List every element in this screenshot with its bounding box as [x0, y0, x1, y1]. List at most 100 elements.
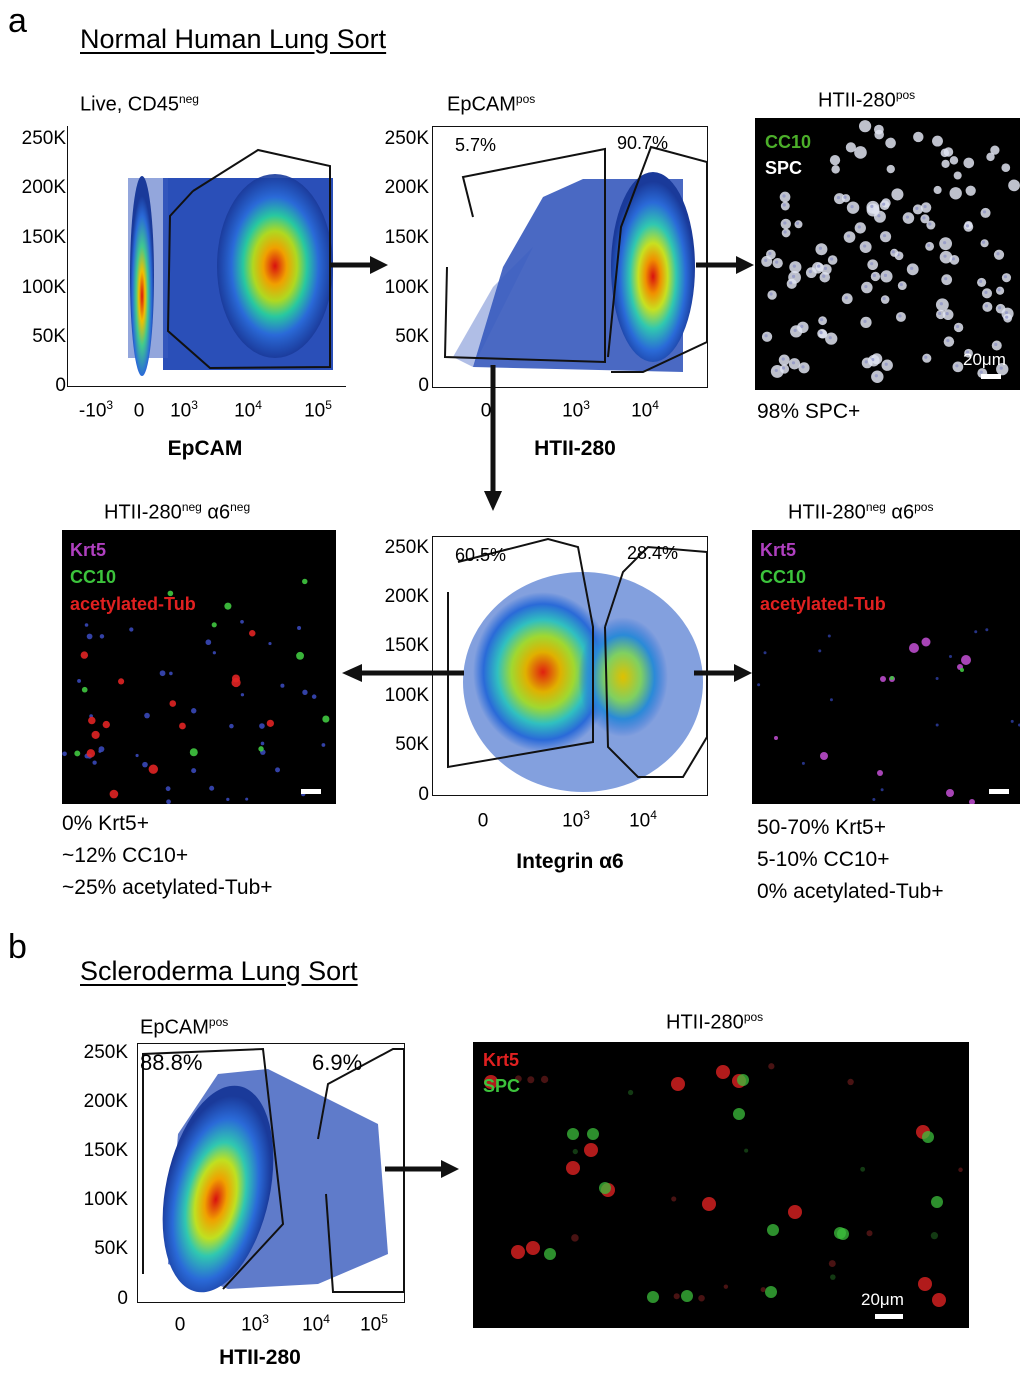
arrow-right-icon: [385, 1160, 459, 1178]
cell: [62, 751, 67, 757]
cell: [829, 154, 841, 166]
cell: [927, 243, 931, 247]
ytick: 0: [418, 375, 429, 396]
ytick: 250K: [21, 128, 66, 149]
cell: [765, 1286, 777, 1298]
gate-left-percent: 60.5%: [455, 545, 507, 565]
cell: [928, 222, 932, 226]
cell: [935, 676, 939, 680]
cell: [982, 210, 987, 214]
cell: [737, 1074, 749, 1086]
cell: [774, 368, 778, 373]
cell: [969, 799, 975, 804]
cell: [769, 292, 773, 296]
arrow-right-icon: [330, 256, 388, 274]
cell: [818, 246, 823, 250]
gate-right-percent: 6.9%: [312, 1050, 363, 1075]
channel-label-krt5: Krt5: [70, 540, 107, 560]
flow-plot-scleroderma-svg: [142, 1047, 404, 1293]
micrograph-scleroderma: Krt5 SPC 20μm: [473, 1042, 969, 1328]
flow-plot-scleroderma: 88.8% 6.9%: [137, 1043, 405, 1303]
cell: [716, 1065, 730, 1079]
cell: [681, 1290, 693, 1302]
cell: [996, 252, 1000, 256]
cell: [864, 284, 868, 289]
cell: [922, 216, 926, 220]
cell: [864, 360, 868, 364]
cell: [949, 655, 953, 659]
cell: [572, 1148, 578, 1155]
cell: [311, 694, 317, 699]
cell: [955, 324, 960, 329]
xtick: 103: [241, 1312, 269, 1336]
cell: [829, 698, 833, 702]
ytick: 250K: [384, 128, 429, 149]
cell: [302, 689, 308, 695]
cell: [822, 274, 826, 278]
scale-bar: [981, 374, 1001, 379]
cell: [526, 1241, 540, 1255]
cell: [932, 135, 943, 147]
channel-label-acetylated-tub: acetylated-Tub: [70, 594, 196, 614]
plot2-xlabel: HTII-280: [534, 437, 616, 460]
cell: [673, 1293, 680, 1300]
cell: [979, 370, 983, 374]
cell: [249, 629, 256, 637]
cell: [930, 1232, 939, 1240]
cell: [943, 254, 947, 258]
cell: [808, 270, 812, 274]
ytick: 200K: [21, 177, 66, 198]
cell: [671, 1196, 677, 1202]
cell: [931, 1196, 943, 1208]
cell: [845, 142, 856, 153]
cell: [245, 797, 249, 801]
cell: [939, 302, 943, 306]
cell: [830, 1274, 836, 1280]
cell: [965, 224, 970, 228]
cell: [793, 328, 797, 333]
cell: [870, 204, 874, 208]
cell: [584, 1143, 598, 1157]
xtick: 0: [480, 400, 492, 422]
cell: [997, 288, 1001, 292]
ytick: 150K: [384, 227, 429, 248]
ytick: 250K: [384, 537, 429, 558]
cell: [260, 741, 265, 746]
cells-svg: [757, 628, 1020, 804]
ytick: 50K: [94, 1238, 128, 1259]
cell: [791, 274, 796, 279]
ytick: 100K: [384, 685, 429, 706]
stat-line: 50-70% Krt5+: [757, 816, 886, 839]
cell: [191, 708, 197, 714]
cell: [844, 296, 848, 300]
cell: [877, 214, 881, 218]
cell: [858, 120, 872, 133]
cell: [211, 622, 217, 628]
cell: [899, 282, 903, 287]
cell: [258, 746, 264, 752]
xtick: 103: [170, 398, 198, 422]
cell: [788, 1205, 802, 1219]
cell: [984, 304, 988, 308]
cell: [990, 145, 1000, 155]
channel-label-acetylated-tub: acetylated-Tub: [760, 594, 886, 614]
cell: [142, 761, 148, 768]
cell: [1005, 315, 1009, 319]
ytick: 0: [117, 1288, 128, 1309]
cell: [874, 129, 884, 140]
ytick: 100K: [384, 277, 429, 298]
cell: [801, 761, 805, 765]
cell: [760, 1287, 766, 1293]
cell: [938, 311, 942, 316]
cell: [275, 767, 281, 773]
cell: [240, 619, 244, 624]
cell: [924, 355, 928, 359]
channel-label-cc10: CC10: [70, 567, 117, 587]
cell: [296, 651, 304, 660]
cell: [587, 1128, 599, 1140]
cells-svg: [761, 120, 1020, 383]
cell: [1018, 723, 1020, 727]
cell: [723, 1284, 729, 1289]
cell: [1003, 275, 1008, 279]
ytick: 50K: [32, 326, 66, 347]
